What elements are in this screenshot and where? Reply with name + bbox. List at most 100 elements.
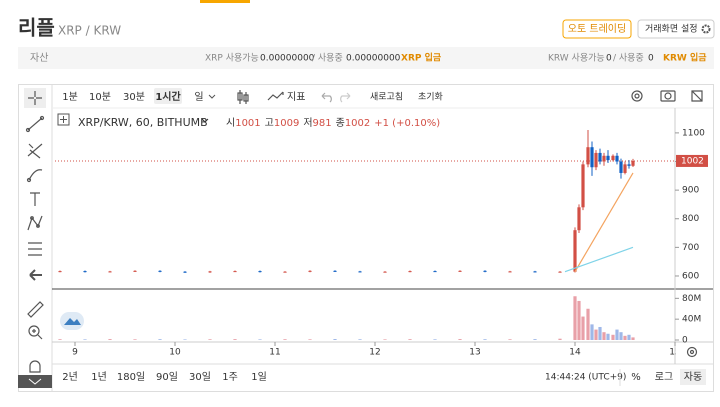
volume-bar: [383, 339, 387, 340]
candle-body: [258, 271, 262, 273]
volume-bar: [611, 334, 615, 340]
range-button[interactable]: 1년: [91, 371, 107, 383]
xrp-deposit[interactable]: XRP 입금: [401, 52, 442, 64]
scale-button[interactable]: 자동: [684, 371, 702, 383]
auto-trading-label: 오토 트레이딩: [568, 23, 626, 35]
y-tick-label: 800: [682, 214, 699, 224]
time-axis-settings[interactable]: [686, 346, 698, 358]
krw-in-use: 0: [648, 54, 654, 64]
volume-bar: [623, 335, 627, 340]
y-tick-label: 700: [682, 243, 699, 253]
settings-button[interactable]: [637, 19, 715, 39]
volume-bar: [358, 339, 362, 340]
x-tick-label: 12: [369, 348, 380, 358]
volume-bar: [283, 339, 287, 340]
candle-body: [308, 270, 312, 272]
candle-body: [627, 164, 631, 166]
candle-body: [433, 271, 437, 273]
range-button[interactable]: 30일: [189, 371, 211, 383]
gear-icon: [701, 24, 711, 34]
reset-button[interactable]: 초기화: [418, 92, 443, 103]
volume-bar: [333, 339, 337, 340]
legend-toggle-icon: [60, 116, 67, 123]
volume-bar: [573, 296, 577, 340]
x-tick-label: 10: [169, 348, 181, 358]
volume-bar: [577, 300, 581, 340]
last-price-box: [676, 154, 708, 167]
candle-body: [333, 270, 337, 272]
interval-selected: [154, 88, 182, 104]
dropdown-arrow: [208, 94, 216, 99]
symbol-dropdown[interactable]: [201, 118, 209, 123]
scale-button[interactable]: 로그: [655, 372, 673, 383]
legend-toggle[interactable]: [57, 113, 70, 126]
volume-bar: [581, 316, 585, 340]
candle-body: [586, 147, 590, 165]
krw-in-use-label: / 사용중: [613, 53, 644, 64]
indicators-button[interactable]: 지표: [287, 91, 305, 103]
volume-bar: [83, 339, 87, 340]
volume-bar: [533, 339, 537, 340]
candle-body: [408, 271, 412, 273]
volume-bar: [133, 339, 137, 340]
candle-body: [208, 271, 212, 273]
range-button[interactable]: 2년: [62, 371, 78, 383]
legend-value: 981: [313, 118, 332, 129]
asset-bar: [18, 47, 714, 69]
volume-bar: [594, 329, 598, 340]
legend-value: 1009: [274, 118, 299, 129]
brand-logo: [64, 318, 81, 325]
range-button[interactable]: 180일: [117, 371, 145, 383]
legend-label: 고: [265, 118, 274, 129]
range-button[interactable]: 90일: [156, 371, 178, 383]
candle-body: [590, 147, 594, 168]
x-tick-label: 9: [72, 348, 78, 358]
range-button[interactable]: 1일: [251, 371, 267, 383]
candle-body: [508, 271, 512, 273]
candle-body: [108, 271, 112, 273]
interval-button[interactable]: 1분: [62, 91, 78, 103]
interval-button[interactable]: 10분: [89, 91, 111, 103]
volume-bar: [627, 334, 631, 340]
volume-bar: [183, 339, 187, 340]
candle-body: [619, 161, 623, 173]
volume-bar: [631, 337, 635, 340]
candle-body: [577, 207, 581, 231]
volume-bar: [58, 339, 62, 340]
candle-body: [631, 160, 635, 166]
xrp-available: 0.00000000: [260, 54, 315, 64]
candle-body: [158, 270, 162, 272]
legend-value: 1001: [235, 118, 260, 129]
krw-deposit[interactable]: KRW 입금: [663, 52, 707, 64]
asset-label: 자산: [30, 52, 48, 64]
xrp-in-use-label: / 사용중: [312, 53, 343, 64]
auto-trading-button[interactable]: [562, 19, 632, 39]
candle-body: [615, 155, 619, 162]
xrp-in-use: 0.00000000: [346, 54, 401, 64]
scale-button[interactable]: %: [631, 372, 641, 383]
y-tick-label: 900: [682, 186, 699, 196]
y-tick-label: 600: [682, 271, 699, 281]
chart-frame: [18, 84, 714, 392]
legend-symbol: XRP/KRW, 60, BITHUMB: [78, 116, 208, 129]
candle-body: [233, 271, 237, 273]
candle-body: [383, 271, 387, 273]
legend-label: 종: [336, 117, 345, 129]
range-button[interactable]: 1주: [222, 372, 238, 383]
candle-body: [83, 271, 87, 273]
settings-label: 거래화면 설정: [645, 24, 698, 35]
volume-tick-label: 80M: [682, 294, 701, 304]
refresh-button[interactable]: 새로고침: [370, 92, 403, 103]
candle-body: [602, 155, 606, 162]
candle-body: [598, 152, 602, 162]
candle-body: [581, 164, 585, 208]
volume-bar: [108, 339, 112, 340]
interval-button[interactable]: 1시간: [155, 90, 181, 103]
interval-button[interactable]: 일: [194, 91, 203, 103]
candle-body: [558, 271, 562, 273]
interval-button[interactable]: 30분: [123, 91, 145, 103]
krw-available: 0: [606, 54, 612, 64]
volume-tick-label: 0: [682, 336, 688, 346]
collapse-button[interactable]: [18, 375, 52, 388]
